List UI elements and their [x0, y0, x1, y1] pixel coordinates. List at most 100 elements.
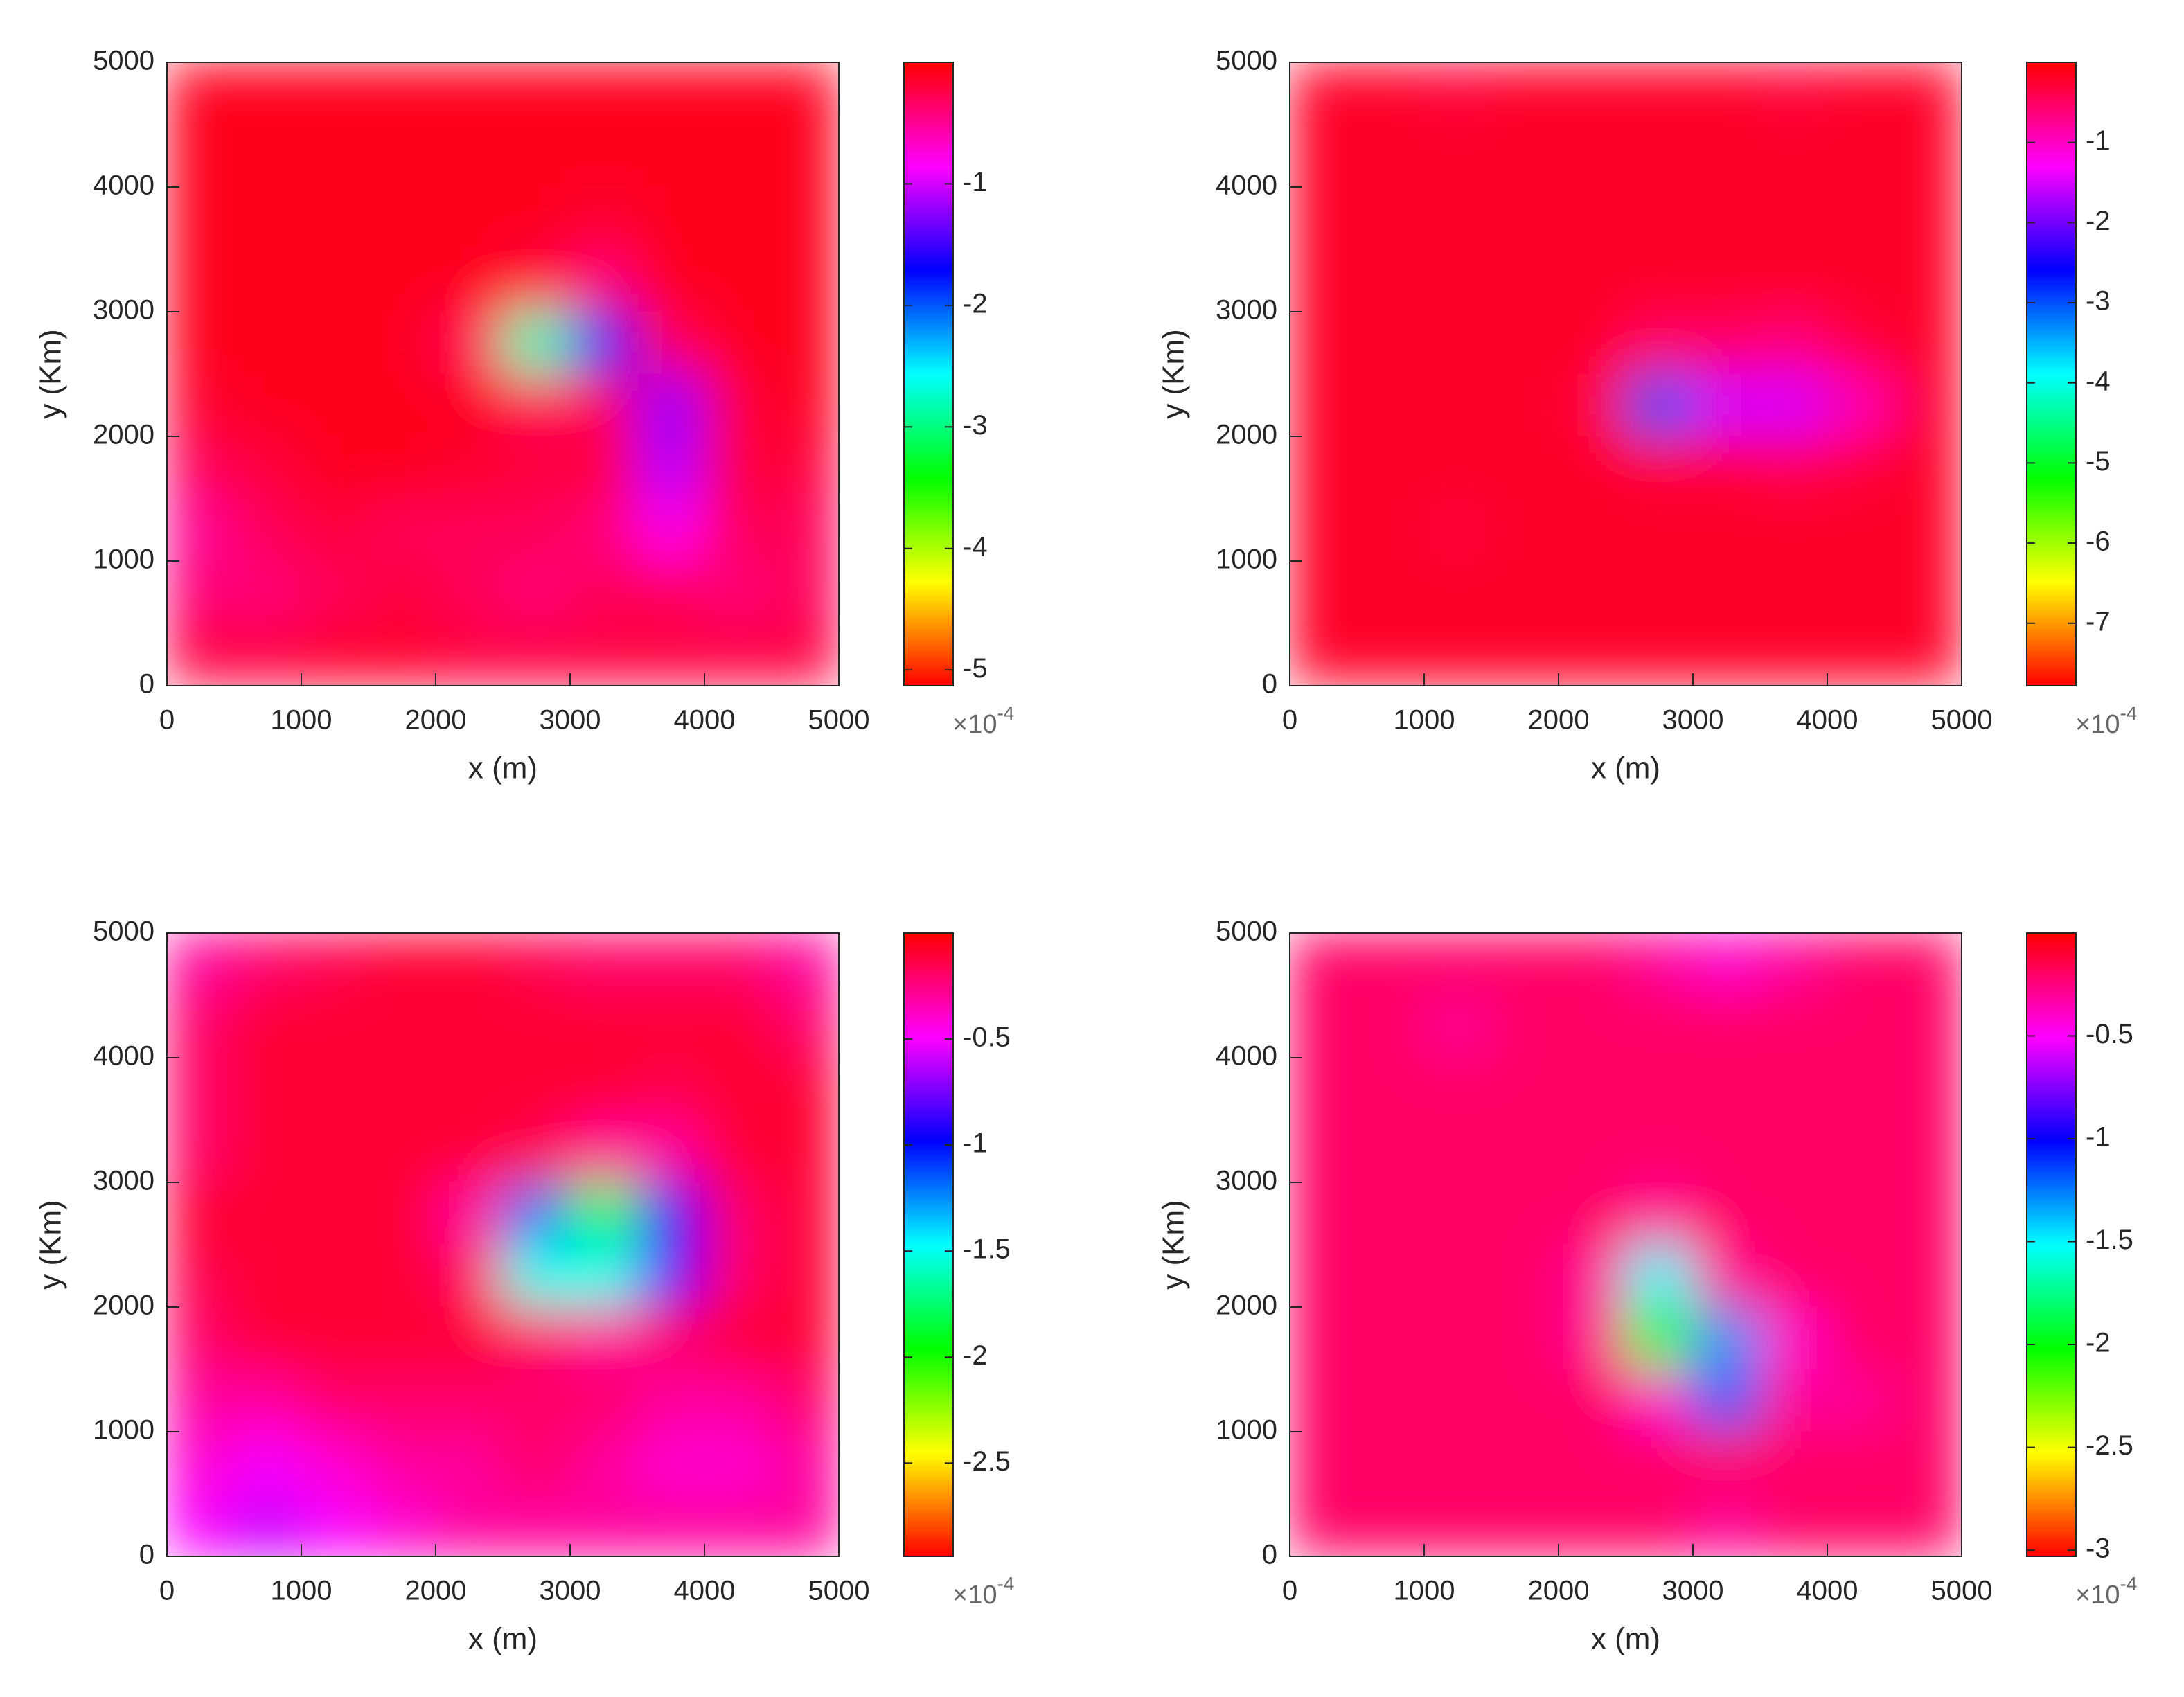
cell [1625, 186, 1694, 250]
cell [1692, 1369, 1761, 1432]
cell [637, 1057, 705, 1121]
cell [1558, 1244, 1626, 1308]
cell [502, 436, 571, 499]
cell [1625, 62, 1694, 125]
cell [301, 1306, 369, 1370]
cell [704, 498, 772, 562]
cell [637, 995, 705, 1058]
heatmap-cells [167, 933, 839, 1556]
cell [1894, 249, 1962, 312]
y-tick-label: 5000 [1216, 916, 1277, 947]
cell [1290, 1306, 1358, 1370]
cell [1625, 1306, 1694, 1370]
cell [1894, 1431, 1962, 1495]
cell [1894, 1057, 1962, 1121]
x-tick-label: 1000 [1394, 1576, 1455, 1606]
cell [301, 1369, 369, 1432]
cell [1491, 186, 1559, 250]
cell [1894, 186, 1962, 250]
cell [167, 995, 235, 1058]
colorbar-multiplier-base: ×10 [952, 1581, 997, 1610]
cell [167, 311, 235, 375]
cell [1827, 1244, 1895, 1308]
cell [368, 186, 436, 250]
cell [1759, 995, 1828, 1058]
cell [368, 498, 436, 562]
cell [1759, 373, 1828, 437]
cell [1827, 1431, 1895, 1495]
x-tick-label: 4000 [1797, 1576, 1858, 1606]
cell [771, 560, 839, 624]
x-axis-label: x (m) [468, 752, 538, 785]
cell [1692, 249, 1761, 312]
cell [233, 1244, 302, 1308]
axes-box [166, 62, 840, 686]
x-tick-label: 5000 [808, 705, 870, 736]
cell [301, 560, 369, 624]
cell [1692, 1493, 1761, 1556]
y-axis-label: y (Km) [1157, 1200, 1191, 1290]
cell [1827, 1182, 1895, 1245]
cell [1759, 1182, 1828, 1245]
cell [368, 1431, 436, 1495]
cell [435, 1431, 504, 1495]
cell [233, 373, 302, 437]
cell [502, 498, 571, 562]
colorbar-exponent: -4 [997, 1573, 1014, 1594]
cell [637, 186, 705, 250]
cell [1625, 560, 1694, 624]
cell [771, 249, 839, 312]
cell [502, 62, 571, 125]
colorbar-tick-label: -2 [963, 288, 988, 319]
cell [368, 249, 436, 312]
cell [1558, 373, 1626, 437]
cell [1894, 1119, 1962, 1183]
cell [301, 62, 369, 125]
cell [1423, 623, 1492, 686]
y-tick-label: 4000 [93, 170, 154, 201]
cell [1558, 933, 1626, 996]
cell [1692, 62, 1761, 125]
cell [771, 1369, 839, 1432]
cell [368, 436, 436, 499]
heatmap [1290, 62, 1962, 686]
x-tick-label: 5000 [1931, 1576, 1993, 1606]
cell [1290, 373, 1358, 437]
x-tick-label: 4000 [1797, 705, 1858, 736]
colorbar-tick-label: -7 [2086, 606, 2111, 637]
cell [1894, 995, 1962, 1058]
cell [569, 560, 638, 624]
y-tick-label: 1000 [93, 1415, 154, 1446]
cell [1491, 933, 1559, 996]
cell [569, 1369, 638, 1432]
cell [1290, 933, 1358, 996]
cell [1491, 249, 1559, 312]
cell [1625, 124, 1694, 188]
cell [368, 1306, 436, 1370]
cell [1692, 933, 1761, 996]
cell [233, 1493, 302, 1556]
cell [704, 62, 772, 125]
cell [435, 1493, 504, 1556]
cell [1759, 62, 1828, 125]
colorbar-exponent: -4 [2120, 1573, 2137, 1594]
cell [1356, 1182, 1425, 1245]
colorbar-tick-label: -0.5 [2086, 1019, 2133, 1049]
x-tick-label: 1000 [271, 705, 332, 736]
axes-box [1289, 62, 1962, 686]
cell [1356, 124, 1425, 188]
cell [301, 311, 369, 375]
cell [1491, 1057, 1559, 1121]
cell [1894, 623, 1962, 686]
cell [1692, 1431, 1761, 1495]
cell [1759, 1431, 1828, 1495]
cell [435, 436, 504, 499]
x-tick-label: 0 [1282, 1576, 1297, 1606]
cell [637, 436, 705, 499]
cell [435, 623, 504, 686]
heatmap [167, 62, 839, 686]
cell [368, 373, 436, 437]
cell [502, 311, 571, 375]
cell [1759, 933, 1828, 996]
cell [1491, 560, 1559, 624]
